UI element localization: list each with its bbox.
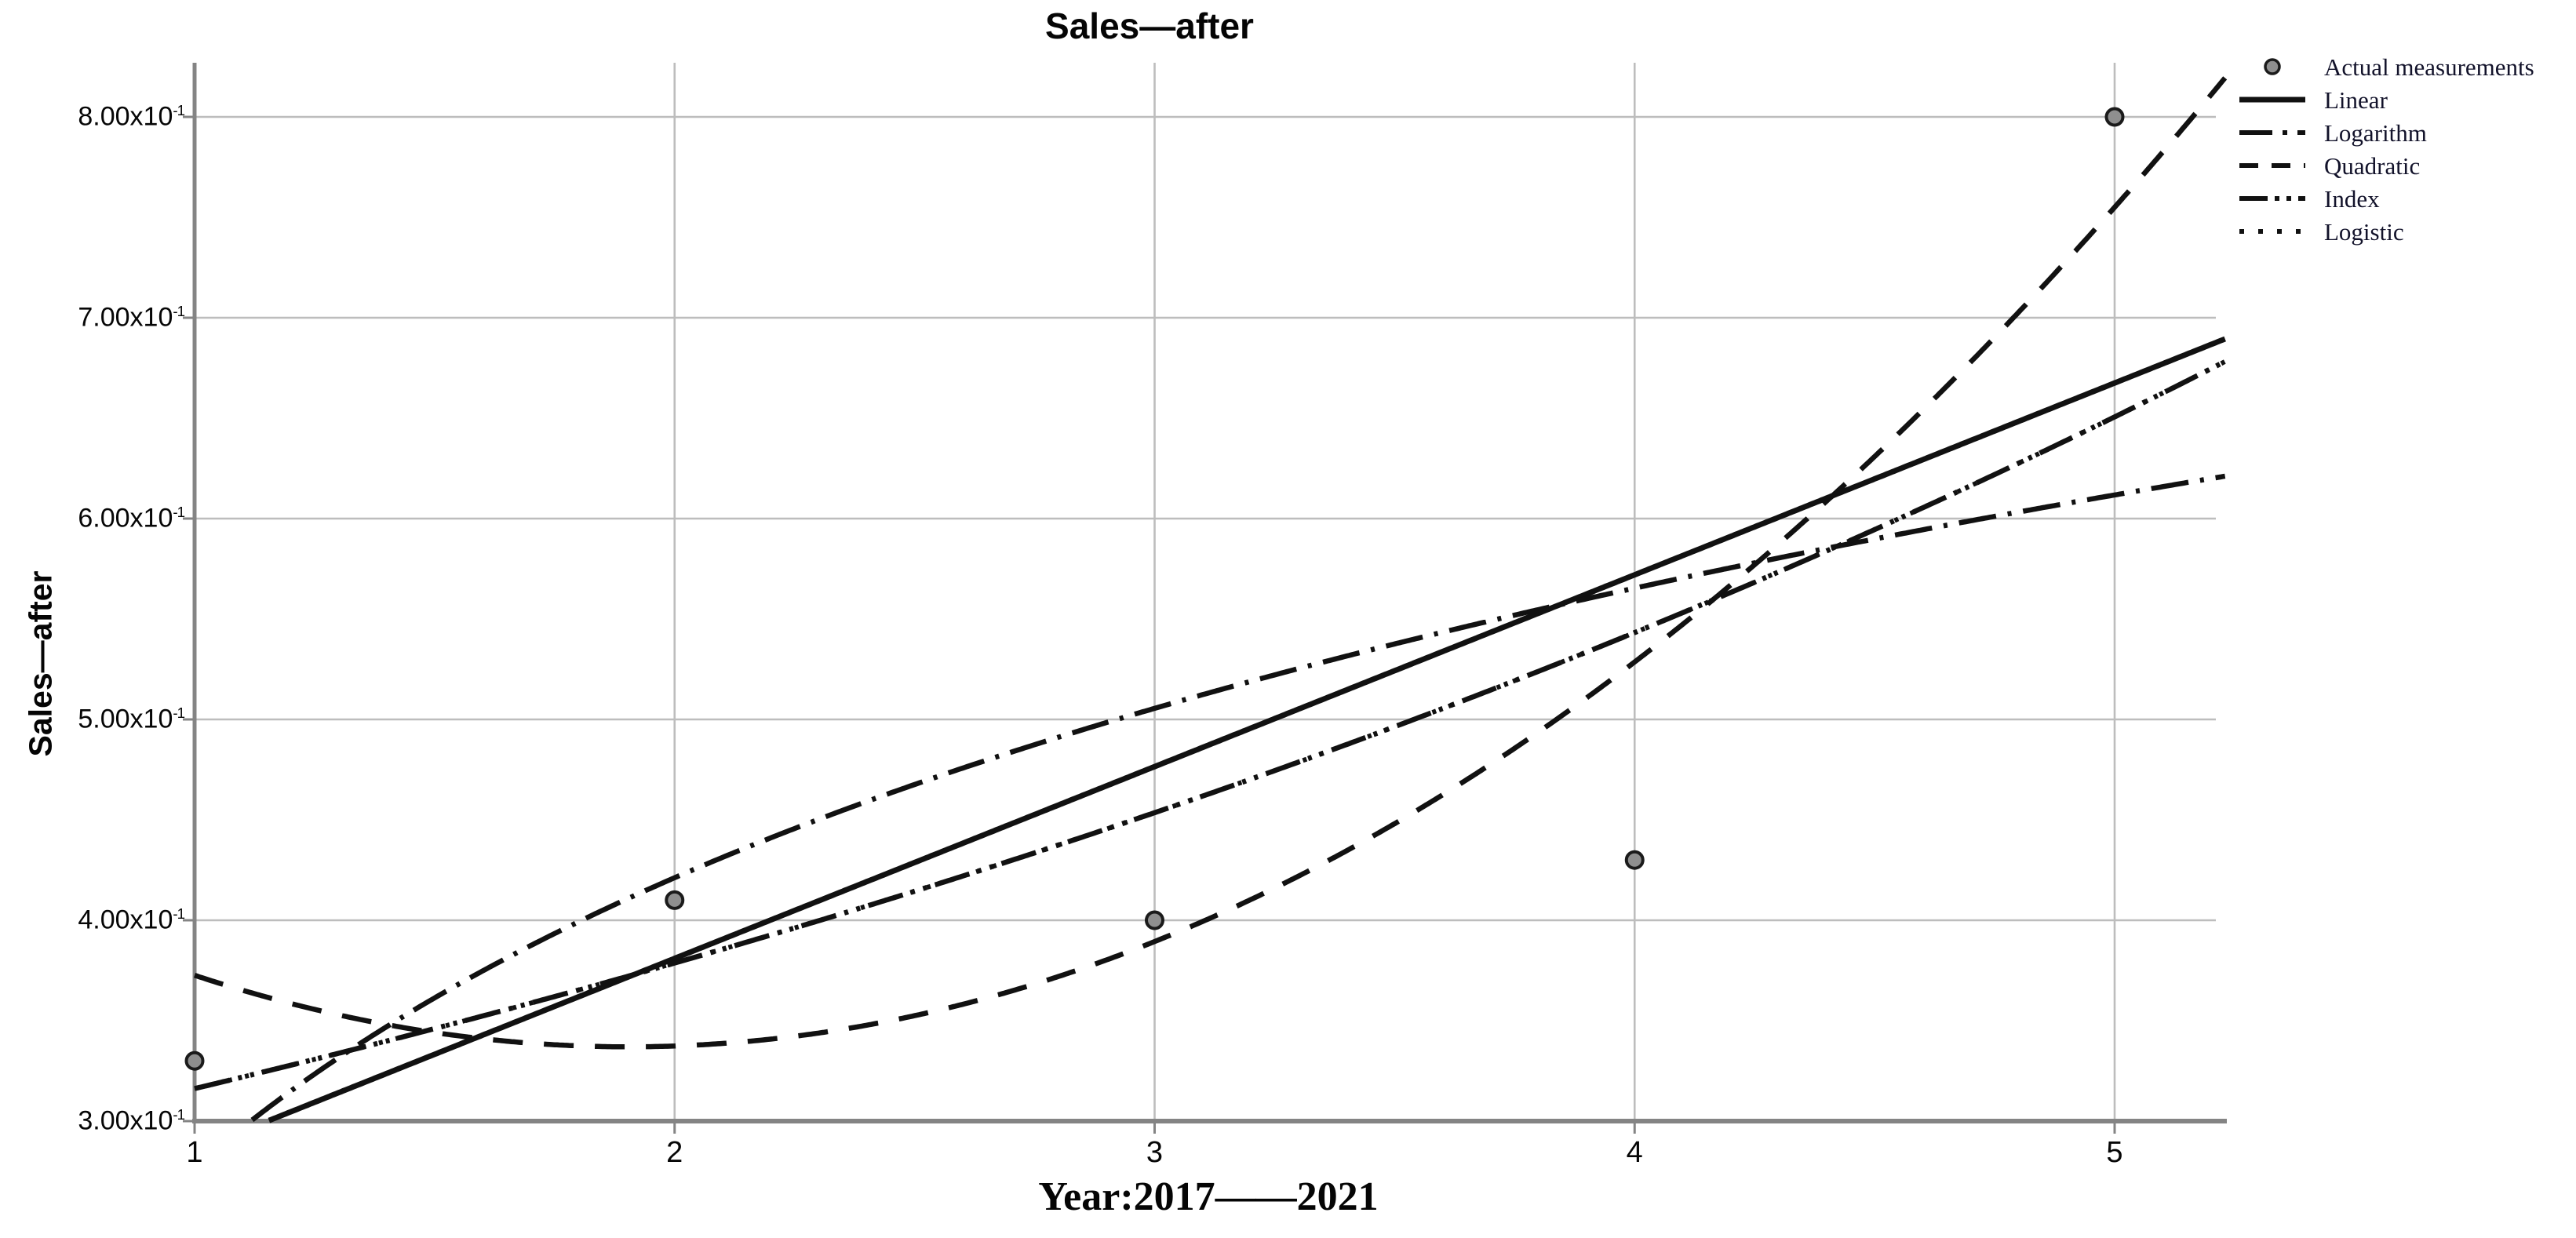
data-point	[665, 890, 685, 910]
y-tick-label: 4.00x10-1	[78, 905, 185, 935]
data-point	[184, 1050, 205, 1071]
y-tick-label: 5.00x10-1	[78, 704, 185, 734]
legend-label: Quadratic	[2324, 151, 2421, 180]
y-tick-label: 3.00x10-1	[78, 1105, 185, 1136]
legend-item: Linear	[2236, 83, 2534, 116]
x-tick-label: 5	[2106, 1136, 2123, 1169]
legend-point-sample	[2264, 58, 2281, 75]
fit-curve-linear	[268, 336, 2226, 1123]
legend-line-sample-dash-dot-dot	[2239, 196, 2305, 201]
legend-label: Index	[2324, 184, 2380, 213]
legend-item: Logistic	[2236, 215, 2534, 248]
fit-curve-logistic	[194, 359, 2227, 1091]
chart-title: Sales—after	[1045, 5, 1254, 46]
legend: Actual measurements Linear Logarithm Quadra…	[2236, 50, 2534, 248]
fit-curve-index	[194, 359, 2227, 1091]
y-axis-title: Sales—after	[22, 570, 59, 757]
legend-label: Logarithm	[2324, 118, 2427, 147]
data-point	[1624, 850, 1645, 870]
x-tick-label: 2	[666, 1136, 683, 1169]
x-tick-label: 3	[1146, 1136, 1164, 1169]
y-tick-label: 6.00x10-1	[78, 503, 185, 533]
legend-label: Logistic	[2324, 217, 2404, 246]
legend-item: Actual measurements	[2236, 50, 2534, 83]
legend-line-sample-dash-dot	[2239, 130, 2305, 135]
data-point	[1145, 910, 1164, 930]
x-axis-title: Year:2017——2021	[1038, 1174, 1379, 1219]
fit-curve-quadratic	[194, 76, 2228, 1050]
y-tick-label: 7.00x10-1	[78, 302, 185, 333]
fit-curve-logarithm	[250, 473, 2226, 1123]
legend-label: Actual measurements	[2324, 53, 2534, 81]
legend-marker-circle	[2264, 58, 2281, 75]
legend-line-sample-dotted	[2239, 229, 2305, 234]
x-tick-label: 1	[186, 1136, 203, 1169]
data-point	[2104, 107, 2125, 127]
legend-item: Logarithm	[2236, 116, 2534, 149]
legend-item: Quadratic	[2236, 149, 2534, 182]
legend-line-sample-solid	[2239, 96, 2305, 103]
legend-line-sample-dashed	[2239, 163, 2305, 168]
y-tick-label: 8.00x10-1	[78, 101, 185, 132]
legend-item: Index	[2236, 182, 2534, 215]
x-tick-label: 4	[1626, 1136, 1643, 1169]
legend-label: Linear	[2324, 86, 2388, 114]
